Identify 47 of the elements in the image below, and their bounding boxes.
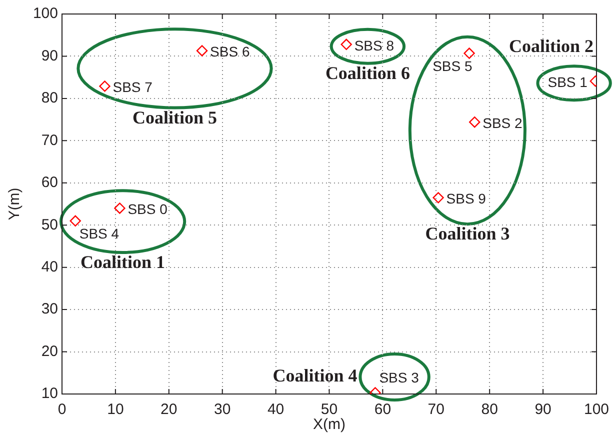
y-tick-label: 80 <box>41 90 58 107</box>
y-tick-label: 100 <box>32 5 58 22</box>
y-tick-label: 10 <box>41 385 58 402</box>
point <box>469 116 480 128</box>
point <box>196 45 208 56</box>
data-label: SBS 6 <box>210 44 250 60</box>
x-tick-label: 10 <box>107 401 124 418</box>
y-tick-label: 90 <box>41 47 58 64</box>
series-label: Coalition 1 <box>80 252 166 272</box>
x-tick-label: 80 <box>481 401 498 418</box>
series-label: Coalition 4 <box>272 366 358 386</box>
point <box>340 38 352 50</box>
data-label: SBS 5 <box>432 58 472 74</box>
series-label: Coalition 3 <box>425 224 510 244</box>
y-tick-label: 20 <box>41 342 58 360</box>
data-label: SBS 3 <box>379 370 420 386</box>
x-tick-label: 60 <box>374 401 392 418</box>
data-label: SBS 1 <box>548 74 588 90</box>
x-tick-label: 70 <box>428 401 444 418</box>
y-tick-label: 40 <box>41 258 58 276</box>
point <box>99 80 110 92</box>
series-label: Coalition 2 <box>508 36 594 56</box>
y-tick-label: 70 <box>41 132 58 149</box>
x-tick-label: 90 <box>534 401 552 418</box>
data-label: SBS 7 <box>112 79 153 96</box>
x-tick-label: 50 <box>320 401 338 418</box>
point <box>432 192 444 204</box>
data-label: SBS 0 <box>128 201 168 218</box>
data-label: SBS 2 <box>482 114 523 131</box>
data-label: SBS 4 <box>79 226 120 242</box>
series-label: Coalition 6 <box>325 63 410 84</box>
data-label: SBS 9 <box>446 190 486 207</box>
point <box>464 48 475 59</box>
data-label: SBS 8 <box>354 37 394 54</box>
point <box>114 202 126 214</box>
x-tick-label: 100 <box>584 401 609 418</box>
point <box>70 215 81 226</box>
y-tick-label: 60 <box>41 174 58 192</box>
y-axis-title: Y(m) <box>6 188 24 220</box>
x-tick-label: 0 <box>58 401 66 418</box>
x-tick-label: 30 <box>214 401 231 418</box>
x-tick-label: 20 <box>160 401 178 418</box>
y-tick-label: 50 <box>41 216 58 234</box>
y-tick-label: 30 <box>41 300 58 318</box>
series-label: Coalition 5 <box>132 107 218 128</box>
x-axis-title: X(m) <box>312 416 346 434</box>
x-tick-label: 40 <box>267 401 284 418</box>
